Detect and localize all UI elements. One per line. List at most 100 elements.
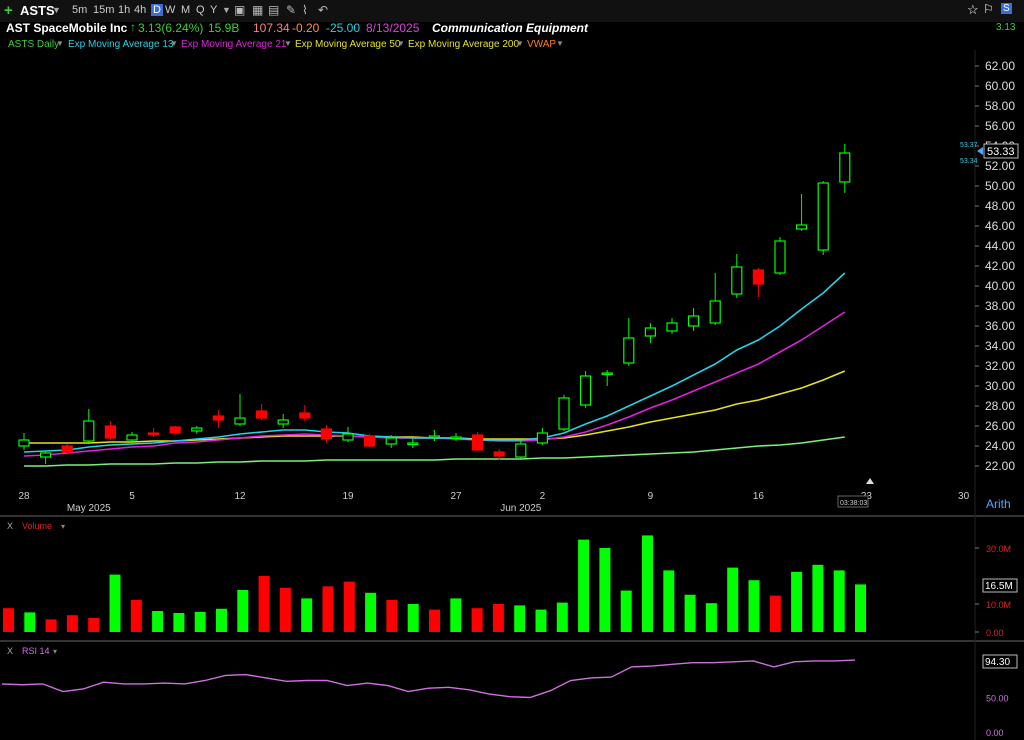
indicators-icon[interactable]: ▤ <box>268 3 280 17</box>
price-tick-label: 56.00 <box>985 119 1015 133</box>
timeframe-w[interactable]: W <box>165 4 176 16</box>
undo-icon[interactable]: ↶ <box>318 3 329 17</box>
candle-body <box>342 433 354 441</box>
price-tick-label: 58.00 <box>985 99 1015 113</box>
timeframe-5m[interactable]: 5m <box>72 4 88 16</box>
candle-body <box>687 315 700 327</box>
timeframe-d[interactable]: D <box>151 4 163 16</box>
time-marker-icon <box>866 478 874 484</box>
ema13-line <box>23 272 846 453</box>
candle <box>126 432 138 444</box>
legend-vwap[interactable]: VWAP <box>527 39 557 50</box>
volume-bar <box>514 605 526 632</box>
volume-bar <box>492 604 504 632</box>
candle-body <box>579 375 592 406</box>
bar-style-icon[interactable]: ▦ <box>252 3 264 17</box>
volume-bar <box>599 548 611 632</box>
flag-icon[interactable]: ⚐ <box>983 2 994 16</box>
measure-icon[interactable]: ⌇ <box>302 3 308 17</box>
candle <box>18 433 30 450</box>
price-tick-label: 30.00 <box>985 379 1015 393</box>
legend-daily-dropdown-icon[interactable]: ▼ <box>56 39 64 48</box>
candle-body <box>39 452 52 458</box>
timeframe-m[interactable]: M <box>181 4 191 16</box>
chart-type-icon[interactable]: ▣ <box>234 3 246 17</box>
volume-bar <box>620 590 632 632</box>
change-up-icon: ↑ <box>130 20 136 34</box>
symbol-input[interactable]: ASTS <box>20 3 55 18</box>
draw-tool-icon[interactable]: ✎ <box>286 3 297 17</box>
candle <box>666 318 678 334</box>
volume-bar <box>684 594 696 632</box>
candles-layer <box>18 144 851 464</box>
candle <box>61 444 73 455</box>
legend-ema21-dropdown-icon[interactable]: ▼ <box>284 39 292 48</box>
volume-bar <box>194 611 206 632</box>
volume-bar <box>429 609 440 632</box>
price-tick-label: 48.00 <box>985 199 1015 213</box>
month-tick-label: May 2025 <box>67 503 111 514</box>
last-price-box <box>983 143 1019 159</box>
volume-bar <box>642 535 653 632</box>
quote-value-3: -0.20 <box>292 21 320 35</box>
legend-ema200[interactable]: Exp Moving Average 200 <box>408 39 520 50</box>
date-tick-label: 19 <box>342 491 354 502</box>
timeframe-dropdown-icon[interactable]: ▼ <box>222 5 231 15</box>
candle <box>644 323 657 343</box>
quote-details: AST SpaceMobile Inc ↑ 3.13(6.24%) 15.9B … <box>0 20 1024 36</box>
date-tick-label: 5 <box>129 491 135 502</box>
symbol-dropdown-icon[interactable]: ▼ <box>52 5 61 15</box>
candle-body <box>558 397 570 430</box>
candle-body <box>256 410 268 419</box>
timeframe-1h[interactable]: 1h <box>118 4 131 16</box>
price-tick-label: 50.00 <box>985 179 1015 193</box>
legend-daily[interactable]: ASTS Daily <box>8 39 60 50</box>
timeframe-15m[interactable]: 15m <box>93 4 115 16</box>
volume-bar <box>152 611 164 632</box>
date-tick-label: 16 <box>753 491 765 502</box>
candle-body <box>644 327 657 337</box>
candle-body <box>752 269 765 285</box>
favorite-star-icon[interactable]: ☆ <box>967 2 979 17</box>
timeframe-4h[interactable]: 4h <box>134 4 147 16</box>
legend-ema13-dropdown-icon[interactable]: ▼ <box>170 39 178 48</box>
timeframe-q[interactable]: Q <box>196 4 205 16</box>
candle <box>407 439 419 448</box>
candle <box>148 428 160 437</box>
candle <box>558 395 570 431</box>
time-label: 03:38:03 <box>840 500 867 507</box>
candle-body <box>731 266 743 295</box>
date-tick-label: 9 <box>648 491 654 502</box>
candle-body <box>277 419 289 425</box>
quote-date: 8/13/2025 <box>366 21 420 35</box>
volume-bar <box>45 619 57 632</box>
candle <box>104 421 117 440</box>
timeframe-y[interactable]: Y <box>210 4 218 16</box>
legend-ema21[interactable]: Exp Moving Average 21 <box>181 39 287 50</box>
legend-ema200-dropdown-icon[interactable]: ▼ <box>516 39 524 48</box>
legend-vwap-dropdown-icon[interactable]: ▼ <box>556 39 564 48</box>
add-symbol-icon[interactable]: + <box>4 2 13 19</box>
legend-ema50-dropdown-icon[interactable]: ▼ <box>397 39 405 48</box>
volume-bar <box>407 604 419 632</box>
candle <box>774 237 786 275</box>
price-tick-label: 36.00 <box>985 319 1015 333</box>
volume-bar <box>109 574 121 632</box>
rsi-tick-label: 50.00 <box>986 694 1009 704</box>
volume-bar <box>343 581 355 632</box>
candle-body <box>83 420 95 442</box>
rsi-layer: 50.00 0.00 <box>1 659 1009 738</box>
rsi-tick-label: 0.00 <box>986 728 1004 738</box>
share-icon[interactable]: S <box>1001 3 1012 14</box>
candle <box>83 409 95 443</box>
volume-bar <box>535 609 547 632</box>
right-toolbar: ☆ ⚐ S <box>965 2 1024 20</box>
legend-ema13[interactable]: Exp Moving Average 13 <box>68 39 174 50</box>
candle-body <box>839 152 851 183</box>
quote-value-4: -25.00 <box>326 21 361 35</box>
price-pointer-icon <box>977 147 983 155</box>
legend-ema50[interactable]: Exp Moving Average 50 <box>295 39 401 50</box>
volume-close-x: X <box>7 521 13 531</box>
volume-bar <box>24 612 36 632</box>
